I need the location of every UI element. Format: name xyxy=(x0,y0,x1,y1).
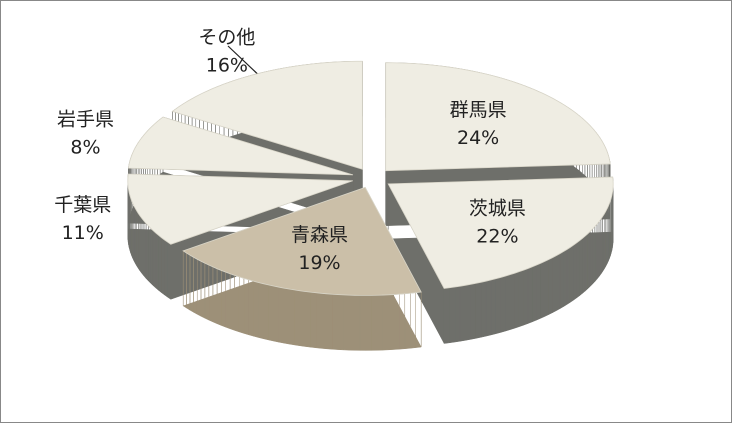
slice-value-label: 8% xyxy=(70,137,100,159)
slice-name: 群馬県 xyxy=(450,99,507,121)
slice-name: 青森県 xyxy=(291,224,348,246)
slice-name: その他 xyxy=(198,26,255,48)
slice-value-label: 11% xyxy=(62,222,104,244)
slice-top xyxy=(182,186,422,296)
slice-top xyxy=(171,60,363,170)
slice-top xyxy=(127,173,353,245)
slice-value-label: 16% xyxy=(206,54,248,76)
slice-name: 千葉県 xyxy=(54,194,111,216)
slice-value-label: 22% xyxy=(476,225,518,247)
slice-value-label: 24% xyxy=(457,127,499,149)
slice-top xyxy=(385,62,611,172)
slice-name: 茨城県 xyxy=(469,197,526,219)
slice-value-label: 19% xyxy=(298,252,340,274)
slice-name: 岩手県 xyxy=(57,109,114,131)
slice xyxy=(182,186,422,351)
slice-top xyxy=(387,176,614,289)
slice xyxy=(387,176,614,344)
slice-top xyxy=(127,116,354,176)
